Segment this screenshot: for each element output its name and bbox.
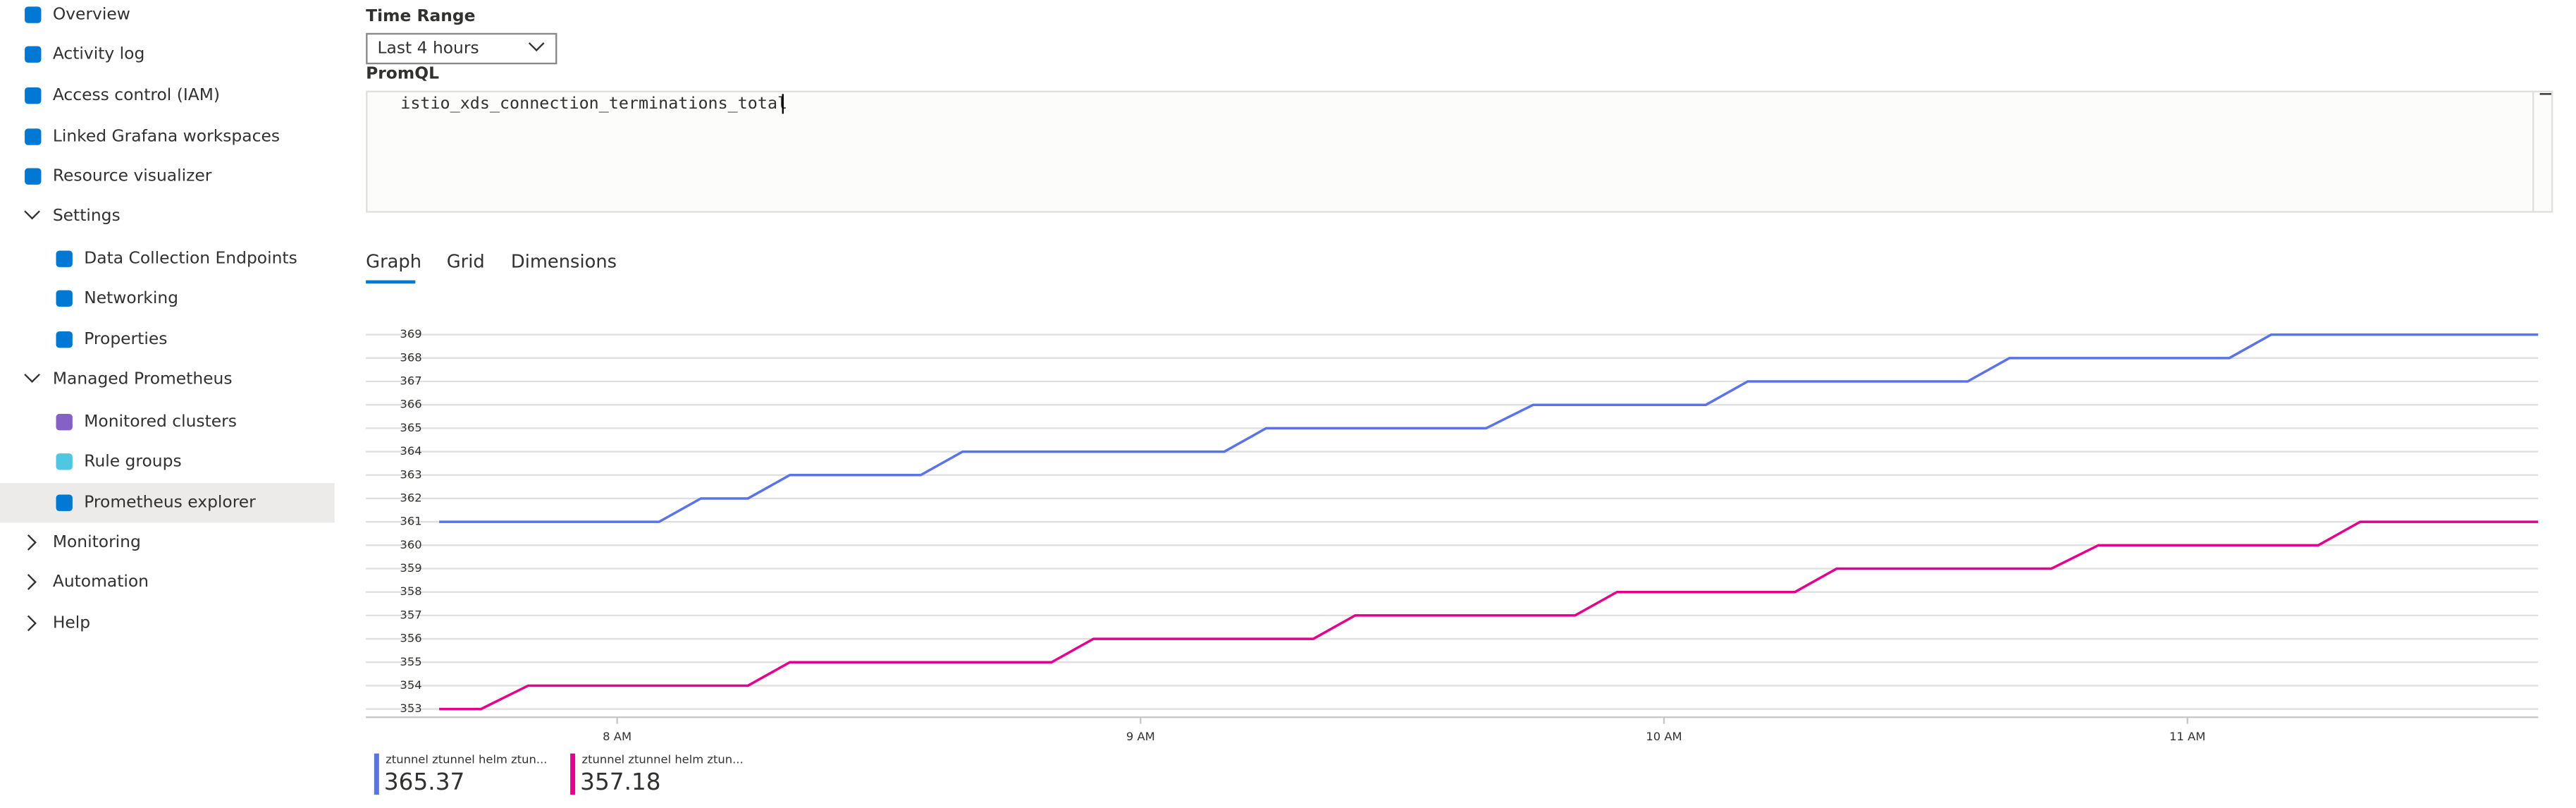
y-tick-label: 353 <box>400 702 421 715</box>
series-line <box>439 520 2539 711</box>
nav-item[interactable]: Resource visualizer <box>53 166 212 185</box>
nav-item[interactable]: Automation <box>53 571 149 591</box>
legend-value: 357.18 <box>580 769 660 795</box>
nav-item[interactable]: Access control (IAM) <box>53 85 220 104</box>
y-tick-label: 367 <box>400 374 421 388</box>
dropdown-chevron <box>528 42 545 51</box>
nav-icon <box>56 250 73 267</box>
y-tick-label: 363 <box>400 467 421 481</box>
nav-item[interactable]: Managed Prometheus <box>53 368 233 388</box>
tab[interactable]: Dimensions <box>511 251 617 272</box>
legend-name[interactable]: ztunnel ztunnel helm ztun... <box>581 753 743 766</box>
chevron-down <box>24 210 40 220</box>
y-tick-label: 359 <box>400 561 421 575</box>
time-range-value: Last 4 hours <box>378 37 479 57</box>
nav-icon <box>56 413 73 431</box>
tab-underline <box>366 280 416 284</box>
nav-item[interactable]: Settings <box>53 205 121 225</box>
y-tick-label: 366 <box>400 398 421 411</box>
legend-name[interactable]: ztunnel ztunnel helm ztun... <box>386 753 547 766</box>
chevron-right <box>27 574 37 590</box>
selected-nav-bg <box>0 483 335 523</box>
nav-icon <box>25 46 42 63</box>
tab[interactable]: Grid <box>447 251 485 272</box>
y-tick-label: 357 <box>400 608 421 621</box>
x-tick-label: 10 AM <box>1646 730 1682 743</box>
promql-label: PromQL <box>366 63 439 83</box>
y-tick-label: 362 <box>400 491 421 504</box>
y-tick-label: 369 <box>400 327 421 341</box>
nav-icon <box>56 453 73 470</box>
nav-item[interactable]: Data Collection Endpoints <box>84 248 297 268</box>
y-tick-label: 368 <box>400 350 421 364</box>
time-range-label: Time Range <box>366 6 475 25</box>
y-tick-label: 364 <box>400 444 421 458</box>
legend-value: 365.37 <box>384 769 464 795</box>
y-tick-label: 361 <box>400 515 421 528</box>
nav-item[interactable]: Rule groups <box>84 451 181 470</box>
nav-icon <box>25 87 42 104</box>
nav-icon <box>25 168 42 185</box>
nav-item[interactable]: Prometheus explorer <box>84 492 256 512</box>
chevron-right <box>27 534 37 551</box>
nav-item[interactable]: Linked Grafana workspaces <box>53 126 280 146</box>
chevron-right <box>27 615 37 632</box>
nav-icon <box>56 494 73 511</box>
y-tick-label: 358 <box>400 584 421 598</box>
legend-swatch <box>374 753 379 795</box>
promql-query: istio_xds_connection_terminations_total <box>400 93 787 113</box>
legend-swatch <box>570 753 576 795</box>
promql-editor[interactable] <box>366 90 2553 213</box>
x-tick-label: 8 AM <box>603 730 631 743</box>
nav-item[interactable]: Activity log <box>53 44 144 63</box>
y-tick-label: 356 <box>400 632 421 645</box>
x-tick-label: 11 AM <box>2169 730 2205 743</box>
x-tick-label: 9 AM <box>1126 730 1155 743</box>
nav-item[interactable]: Monitoring <box>53 532 141 551</box>
nav-item[interactable]: Properties <box>84 329 167 348</box>
tab[interactable]: Graph <box>366 251 421 272</box>
y-tick-label: 360 <box>400 538 421 551</box>
nav-item[interactable]: Monitored clusters <box>84 411 237 431</box>
nav-icon <box>25 6 42 23</box>
nav-item[interactable]: Networking <box>84 288 178 307</box>
nav-icon <box>56 331 73 348</box>
time-range-dropdown[interactable] <box>366 32 557 65</box>
nav-item[interactable]: Help <box>53 612 90 632</box>
y-tick-label: 365 <box>400 421 421 434</box>
nav-icon <box>56 290 73 307</box>
series-line <box>439 333 2539 523</box>
nav-icon <box>25 128 42 145</box>
chevron-down <box>24 374 40 384</box>
nav-item[interactable]: Overview <box>53 4 130 24</box>
y-tick-label: 355 <box>400 655 421 668</box>
y-tick-label: 354 <box>400 678 421 692</box>
